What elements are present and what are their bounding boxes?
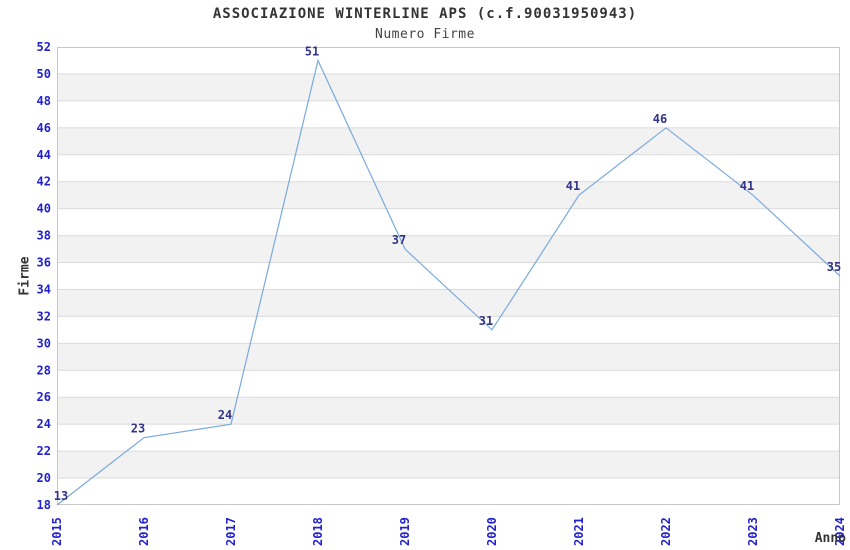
x-tick-label: 2017: [224, 517, 238, 546]
x-tick-label: 2015: [50, 517, 64, 546]
x-tick-label: 2021: [572, 517, 586, 546]
data-point-label: 13: [54, 489, 68, 503]
x-tick-label: 2022: [659, 517, 673, 546]
data-line: [56, 58, 841, 506]
x-tick-label: 2020: [485, 517, 499, 546]
y-tick-label: 36: [37, 256, 51, 270]
x-tick-label: 2023: [746, 517, 760, 546]
y-tick-label: 34: [37, 282, 51, 296]
background-stripe: [57, 289, 840, 317]
y-tick-label: 18: [37, 498, 51, 512]
y-tick-label: 22: [37, 444, 51, 458]
background-stripe: [57, 73, 840, 101]
data-point-label: 41: [740, 179, 754, 193]
y-axis-title: Firme: [17, 256, 33, 296]
y-tick-label: 42: [37, 175, 51, 189]
data-point-label: 41: [566, 179, 580, 193]
y-tick-label: 32: [37, 309, 51, 323]
y-tick-label: 38: [37, 229, 51, 243]
y-tick-label: 24: [37, 417, 51, 431]
y-tick-label: 48: [37, 94, 51, 108]
x-tick-label: 2016: [137, 517, 151, 546]
background-stripe: [57, 127, 840, 155]
data-point-label: 31: [479, 314, 493, 328]
background-stripe: [57, 316, 840, 344]
data-point-label: 37: [392, 233, 406, 247]
x-tick-label: 2019: [398, 517, 412, 546]
x-axis-title: Anno: [814, 531, 846, 546]
chart-subtitle: Numero Firme: [375, 27, 475, 42]
data-point-label: 46: [653, 112, 667, 126]
background-stripe: [57, 424, 840, 452]
data-point-label: 24: [218, 408, 232, 422]
y-tick-label: 44: [37, 148, 51, 162]
background-stripe: [57, 478, 840, 505]
y-tick-label: 30: [37, 336, 51, 350]
chart-title: ASSOCIAZIONE WINTERLINE APS (c.f.9003195…: [212, 6, 638, 22]
y-tick-label: 50: [37, 67, 51, 81]
background-stripe: [57, 397, 840, 425]
y-tick-label: 40: [37, 202, 51, 216]
x-tick-label: 2024: [833, 517, 847, 546]
background-stripe: [57, 181, 840, 209]
background-stripe: [57, 262, 840, 290]
y-tick-label: 28: [37, 363, 51, 377]
x-tick-label: 2018: [311, 517, 325, 546]
background-stripe: [57, 370, 840, 398]
data-point-label: 51: [305, 44, 319, 58]
background-stripe: [57, 154, 840, 182]
y-tick-label: 46: [37, 121, 51, 135]
background-stripe: [57, 235, 840, 263]
background-stripe: [57, 451, 840, 479]
background-stripe: [57, 100, 840, 128]
y-tick-label: 52: [37, 40, 51, 54]
background-stripe: [57, 208, 840, 236]
y-tick-label: 20: [37, 471, 51, 485]
data-point-label: 35: [827, 260, 841, 274]
background-stripe: [57, 343, 840, 371]
data-point-label: 23: [131, 422, 145, 436]
background-stripe: [57, 47, 840, 74]
y-tick-label: 26: [37, 390, 51, 404]
